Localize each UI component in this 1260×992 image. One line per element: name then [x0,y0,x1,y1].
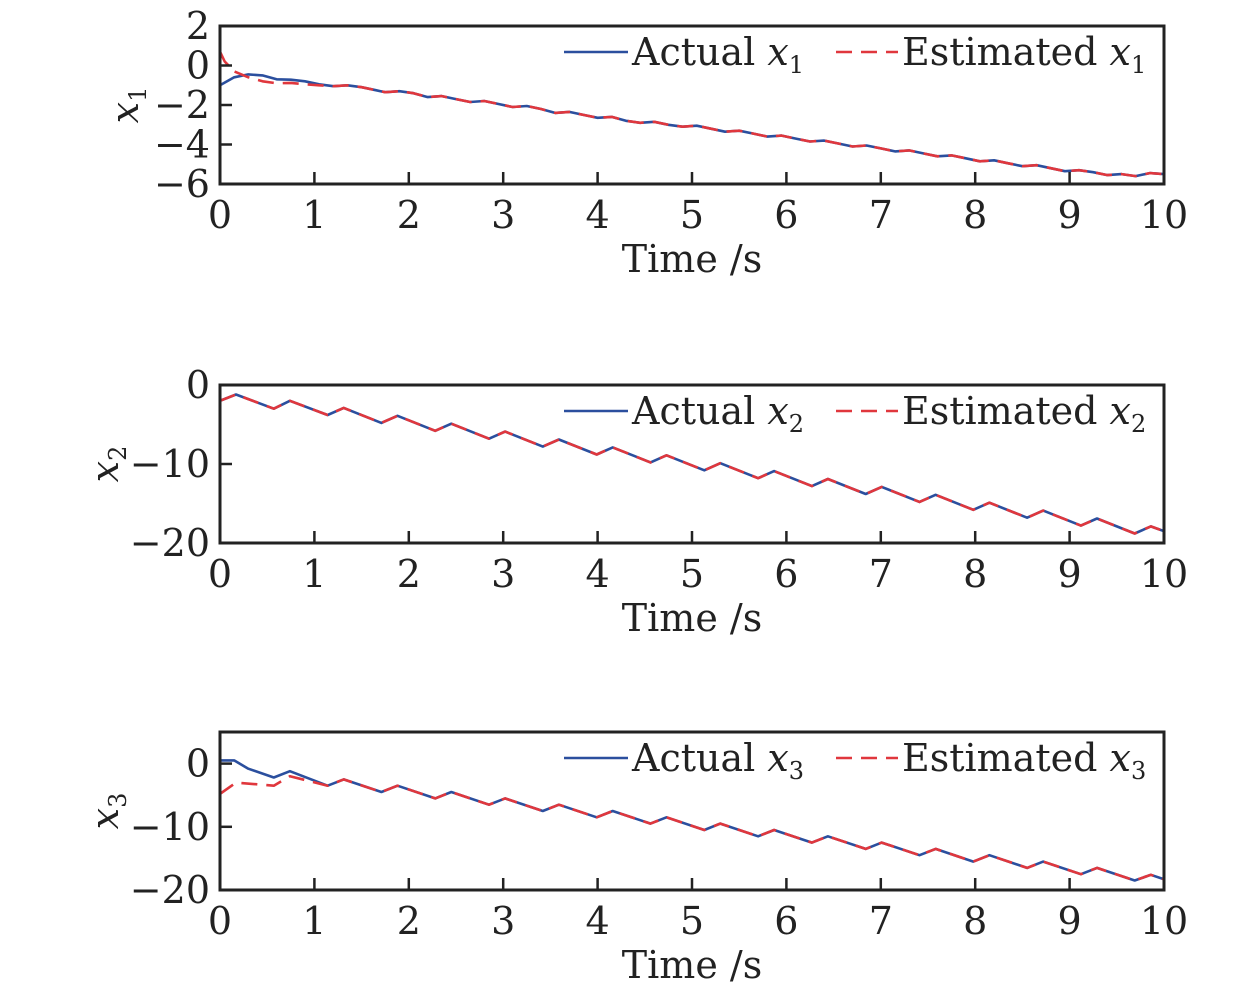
legend-label-word: Estimated [902,389,1110,433]
x-tick-label: 5 [680,552,704,596]
x-tick-label: 3 [491,193,515,237]
x-tick-label: 10 [1140,552,1188,596]
x-tick-label: 10 [1140,193,1188,237]
y-axis-title-sub: 1 [124,87,152,102]
legend-label-sub: 2 [1131,410,1146,438]
y-axis-title-sub: 3 [104,793,132,808]
legend-label-actual: Actual x2 [631,389,804,438]
legend-label-word: Estimated [902,736,1110,780]
x-tick-label: 5 [680,193,704,237]
y-axis-title-sub: 2 [104,446,132,461]
x-tick-label: 7 [869,899,893,943]
series-line-actual [220,393,1164,535]
x-tick-label: 10 [1140,899,1188,943]
legend-label-var: x [1110,736,1131,780]
x-tick-label: 5 [680,899,704,943]
legend-label-var: x [767,389,788,433]
legend-label-var: x [767,30,788,74]
x-tick-label: 6 [774,899,798,943]
x-tick-label: 1 [302,552,326,596]
x-tick-label: 4 [586,193,610,237]
x-tick-label: 0 [208,193,232,237]
legend-label-sub: 2 [789,410,804,438]
legend-label-word: Actual [631,30,767,74]
y-axis-title: x3 [83,793,132,830]
x-tick-label: 2 [397,899,421,943]
x-tick-label: 1 [302,899,326,943]
legend-label-sub: 1 [1131,51,1146,79]
legend-label-estimated: Estimated x1 [902,30,1146,79]
x-tick-label: 0 [208,552,232,596]
x-tick-label: 1 [302,193,326,237]
legend-label-word: Actual [631,736,767,780]
legend-label-word: Actual [631,389,767,433]
x-tick-label: 8 [963,899,987,943]
x-tick-label: 8 [963,193,987,237]
x-tick-label: 7 [869,552,893,596]
y-tick-label: −2 [154,83,210,127]
x-tick-label: 3 [491,899,515,943]
x-tick-label: 9 [1058,899,1082,943]
legend-label-estimated: Estimated x3 [902,736,1146,785]
legend-label-var: x [767,736,788,780]
x-tick-label: 9 [1058,552,1082,596]
x-tick-label: 8 [963,552,987,596]
x-tick-label: 9 [1058,193,1082,237]
y-tick-label: −10 [130,442,210,486]
series-line-estimated [220,774,1164,882]
legend-label-estimated: Estimated x2 [902,389,1146,438]
x-axis-title: Time /s [622,943,762,987]
legend-label-sub: 3 [789,757,804,785]
x-tick-label: 7 [869,193,893,237]
x-axis-title: Time /s [622,596,762,640]
y-tick-label: −20 [130,521,210,565]
y-tick-label: −6 [154,162,210,206]
legend-label-var: x [1110,30,1131,74]
y-axis-title-var: x [83,461,127,482]
x-tick-label: 6 [774,193,798,237]
legend-label-sub: 3 [1131,757,1146,785]
legend-label-actual: Actual x3 [631,736,804,785]
y-tick-label: 0 [186,363,210,407]
series-line-estimated [220,51,1164,178]
y-axis-title-var: x [103,102,147,123]
y-axis-title-var: x [83,808,127,829]
y-tick-label: 2 [186,4,210,48]
x-tick-label: 6 [774,552,798,596]
x-tick-label: 0 [208,899,232,943]
legend-label-sub: 1 [789,51,804,79]
legend-label-word: Estimated [902,30,1110,74]
x-tick-label: 4 [586,552,610,596]
x-tick-label: 2 [397,552,421,596]
legend-label-actual: Actual x1 [631,30,804,79]
y-tick-label: −10 [130,805,210,849]
x-tick-label: 4 [586,899,610,943]
y-axis-title: x2 [83,446,132,483]
x-axis-title: Time /s [622,237,762,281]
y-tick-label: 0 [186,742,210,786]
legend-label-var: x [1110,389,1131,433]
y-tick-label: −20 [130,868,210,912]
y-tick-label: −4 [154,123,210,167]
x-tick-label: 2 [397,193,421,237]
y-axis-title: x1 [103,87,152,124]
x-tick-label: 3 [491,552,515,596]
y-tick-label: 0 [186,44,210,88]
